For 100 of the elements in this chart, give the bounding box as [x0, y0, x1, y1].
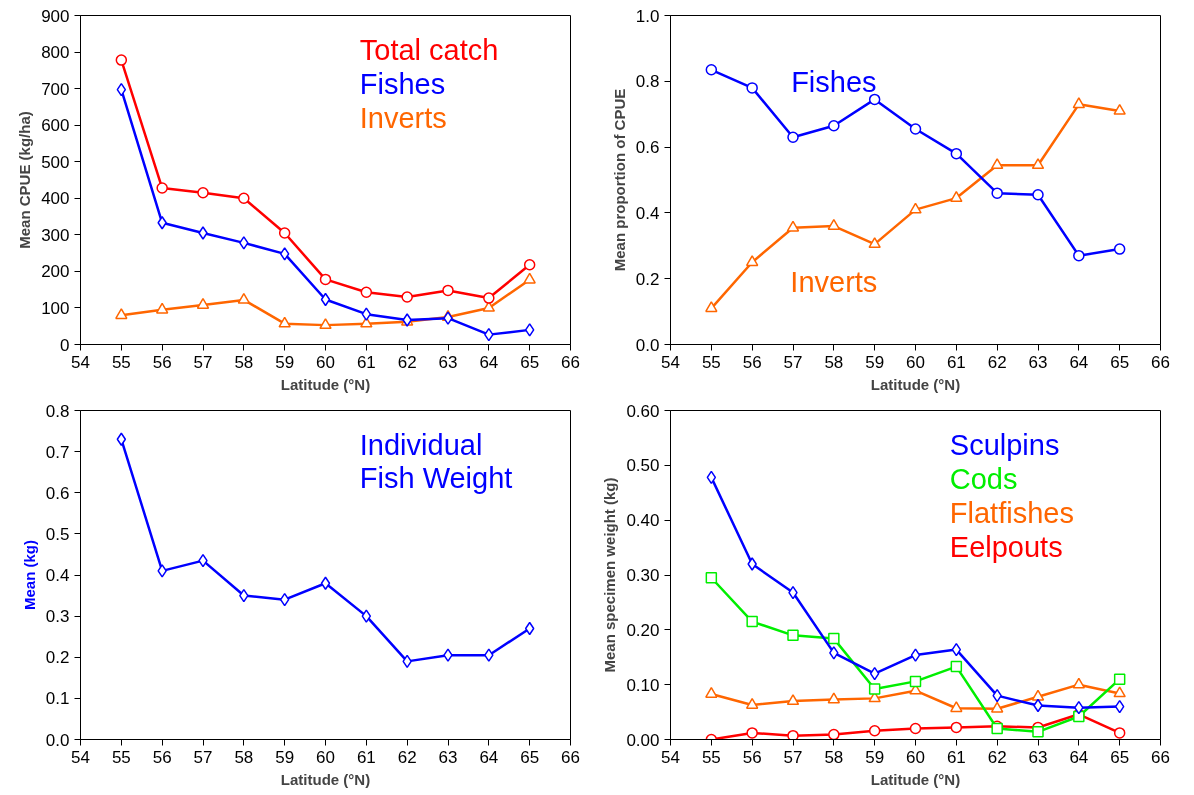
x-tick-label: 57 [193, 352, 213, 372]
y-tick-label: 0.2 [635, 269, 660, 289]
x-axis-title: Latitude (°N) [280, 770, 371, 788]
y-axis-title: Mean specimen weight (kg) [601, 477, 619, 673]
x-axis-title: Latitude (°N) [870, 375, 961, 393]
y-tick-label: 400 [41, 189, 70, 209]
y-tick-label: 0.6 [635, 138, 660, 158]
x-tick-label: 59 [275, 747, 295, 767]
y-tick-label: 300 [41, 225, 70, 245]
y-tick-label: 0.0 [635, 335, 660, 355]
x-tick-label: 66 [1151, 352, 1170, 372]
text: Inverts [359, 101, 447, 134]
y-axis-title: Mean proportion of CPUE [610, 88, 628, 272]
y-tick-label: 0.8 [635, 72, 660, 92]
y-axis-title: Mean CPUE (kg/ha) [16, 111, 34, 249]
x-tick-label: 54 [661, 352, 680, 372]
x-tick-label: 62 [397, 747, 417, 767]
y-tick-label: 0.30 [626, 566, 660, 585]
x-tick-label: 57 [193, 747, 213, 767]
y-tick-label: 900 [41, 6, 70, 26]
y-tick-label: 100 [41, 298, 70, 318]
x-tick-label: 58 [234, 747, 254, 767]
y-tick-label: 0 [60, 335, 70, 355]
y-tick-label: 0.5 [45, 524, 70, 544]
x-tick-label: 63 [438, 352, 458, 372]
x-tick-label: 55 [111, 747, 131, 767]
x-tick-label: 59 [865, 352, 885, 372]
y-tick-label: 0.4 [45, 566, 70, 585]
y-tick-label: 0.3 [45, 607, 70, 627]
x-tick-label: 63 [1028, 747, 1048, 767]
x-tick-label: 55 [701, 352, 721, 372]
y-tick-label: 0.10 [626, 675, 660, 695]
y-tick-label: 0.2 [45, 648, 70, 668]
text: Flatfishes [949, 496, 1074, 529]
x-tick-label: 55 [701, 747, 721, 767]
series-label: Inverts [790, 266, 878, 299]
x-tick-label: 64 [1069, 352, 1089, 372]
y-tick-label: 0.60 [626, 401, 660, 421]
x-tick-label: 65 [1110, 352, 1130, 372]
text: Individual Fish Weight [359, 428, 513, 495]
x-tick-label: 59 [865, 747, 885, 767]
x-tick-label: 66 [1151, 747, 1170, 767]
x-tick-label: 54 [661, 747, 680, 767]
x-tick-label: 62 [987, 747, 1007, 767]
y-tick-label: 500 [41, 152, 70, 172]
y-tick-label: 0.6 [45, 483, 70, 503]
x-tick-label: 56 [152, 352, 172, 372]
x-tick-label: 65 [520, 352, 540, 372]
x-tick-label: 61 [356, 352, 376, 372]
y-tick-label: 600 [41, 116, 70, 136]
text: Total catch [359, 33, 499, 66]
x-tick-label: 65 [1110, 747, 1130, 767]
series-label: Fishes [791, 65, 877, 98]
x-tick-label: 63 [438, 747, 458, 767]
x-tick-label: 58 [824, 352, 844, 372]
x-tick-label: 64 [479, 352, 499, 372]
y-tick-label: 800 [41, 43, 70, 63]
x-tick-label: 64 [1069, 747, 1089, 767]
text: Fishes [359, 67, 446, 100]
x-tick-label: 57 [783, 352, 803, 372]
y-tick-label: 200 [41, 262, 70, 282]
x-tick-label: 64 [479, 747, 499, 767]
text: Sculpins [949, 428, 1060, 461]
x-tick-label: 58 [234, 352, 254, 372]
x-tick-label: 55 [111, 352, 131, 372]
x-tick-label: 62 [987, 352, 1007, 372]
y-tick-label: 0.20 [626, 620, 660, 640]
x-tick-label: 54 [71, 747, 90, 767]
x-tick-label: 60 [906, 747, 925, 767]
x-tick-label: 56 [742, 352, 762, 372]
x-tick-label: 59 [275, 352, 295, 372]
x-tick-label: 62 [397, 352, 417, 372]
x-axis-title: Latitude (°N) [870, 770, 961, 788]
y-tick-label: 0.7 [45, 442, 70, 462]
x-tick-label: 63 [1028, 352, 1048, 372]
x-tick-label: 65 [520, 747, 540, 767]
x-tick-label: 66 [561, 352, 580, 372]
x-tick-label: 66 [561, 747, 580, 767]
x-tick-label: 57 [783, 747, 803, 767]
text: Cods [949, 462, 1018, 495]
y-tick-label: 1.0 [635, 6, 660, 26]
x-axis-title: Latitude (°N) [280, 375, 371, 393]
x-tick-label: 58 [824, 747, 844, 767]
y-tick-label: 0.40 [626, 511, 660, 531]
y-tick-label: 700 [41, 79, 70, 99]
y-tick-label: 0.50 [626, 456, 660, 476]
x-tick-label: 54 [71, 352, 90, 372]
x-tick-label: 60 [316, 352, 335, 372]
x-tick-label: 61 [356, 747, 376, 767]
y-tick-label: 0.8 [45, 401, 70, 421]
y-tick-label: 0.1 [45, 689, 70, 709]
x-tick-label: 61 [946, 352, 966, 372]
x-tick-label: 61 [946, 747, 966, 767]
y-tick-label: 0.4 [635, 203, 660, 223]
x-tick-label: 60 [316, 747, 335, 767]
x-tick-label: 56 [742, 747, 762, 767]
y-axis-title: Mean (kg) [20, 539, 38, 610]
x-tick-label: 60 [906, 352, 925, 372]
y-tick-label: 0.0 [45, 730, 70, 750]
text: Eelpouts [949, 530, 1063, 563]
